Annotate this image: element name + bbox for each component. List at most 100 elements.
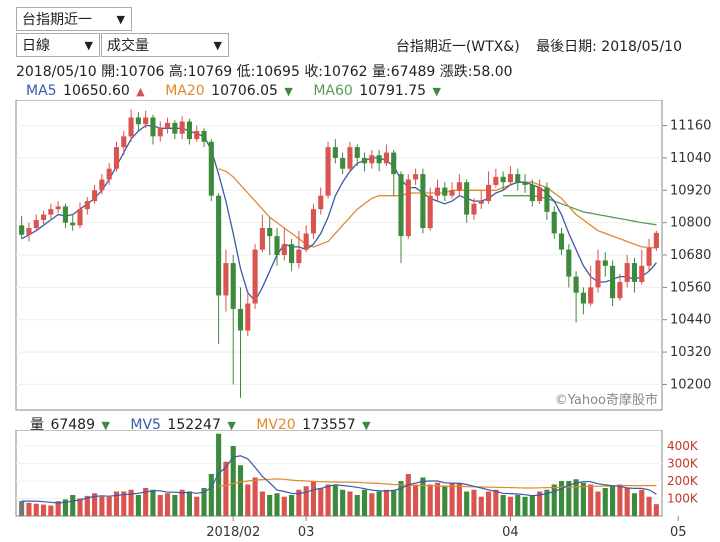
change-value: 58.00 [472,64,513,80]
contract-select[interactable]: 台指期近一 ▼ [16,7,132,31]
quote-date: 2018/05/10 [16,64,97,80]
volume-bar [558,481,565,516]
candle-body [646,247,652,266]
volume-bar [113,491,120,516]
volume-bar [157,495,163,516]
mv20-down-icon: ▼ [362,419,371,432]
volume-bar [369,493,375,516]
volume-bar [165,493,171,516]
candle-body [376,155,382,164]
indicator-select[interactable]: 成交量 ▼ [101,33,229,57]
open-label: 開: [101,64,120,80]
x-tick-label: 04 [502,525,519,540]
candle-body [179,121,185,134]
candle-body [617,281,623,299]
price-chart[interactable]: 11160 11040 10920 10800 10680 10560 10440 10320… [0,100,720,420]
volume-bar [281,496,287,516]
volume-bar [631,493,638,516]
volume-bar [128,489,134,516]
price-tick-label: 10800 [670,216,711,231]
ma5-up-icon: ▲ [136,85,145,98]
candle-body [544,187,550,212]
volume-bar [92,493,98,516]
volume-bar [172,495,178,516]
volume-bar [19,501,25,516]
volume-bar [566,481,572,516]
candle-body [208,141,214,196]
period-select[interactable]: 日線 ▼ [16,33,100,57]
volume-bar [26,502,32,516]
candle-body [150,117,156,137]
candle-body [157,128,163,137]
candle-body [639,265,645,282]
volume-bar [150,489,156,516]
price-tick-label: 10920 [670,183,711,198]
volume-bar [361,489,368,516]
quote-line: 2018/05/10 開:10706 高:10769 低:10695 收:107… [16,61,513,81]
volume-bar [602,488,608,516]
ma60-line [503,195,657,226]
candle-body [216,195,222,296]
volume-chart[interactable]: 400K 300K 200K 100K 2018/02 03 04 05 [0,430,720,540]
volume-bar [252,477,258,516]
price-tick-label: 11040 [670,151,711,166]
volume-bar [99,496,105,516]
candle-body [493,176,499,185]
volume-bar [398,481,404,516]
mv5-line [21,455,657,504]
indicator-select-value: 成交量 [107,38,149,54]
mv20-label: MV20 [256,417,296,433]
volume-bar [522,496,528,516]
price-tick-label: 10680 [670,248,711,263]
candle-body [347,147,353,169]
volume-bar [486,491,492,516]
volume-bar [610,486,616,516]
candle-body [602,260,608,266]
last-date: 2018/05/10 [601,39,682,55]
candle-body [566,249,572,277]
volume-bar [237,465,244,516]
volume-bar [296,489,302,516]
candle-body [631,263,638,282]
candle-body [398,174,404,237]
mv5-label: MV5 [130,417,161,433]
volume-bar [289,495,295,516]
candle-body [128,117,134,137]
candle-body [486,184,492,202]
candle-body [113,147,120,169]
symbol-name: 台指期近一(WTX&) [395,39,520,55]
ma60-down-icon: ▼ [432,85,442,98]
volume-bar [216,433,222,516]
candle-body [478,201,484,204]
volume-bar [391,489,397,516]
candle-body [354,147,360,158]
mv5-value: 152247 [167,417,221,433]
ma5-value: 10650.60 [63,83,130,99]
candle-body [274,236,280,255]
candle-body [237,308,244,331]
volume-bar [442,486,448,516]
candle-body [245,303,251,331]
volume-bar [340,489,346,516]
volume-legend: 量 67489 ▼ MV5 152247 ▼ MV20 173557 ▼ [30,414,373,434]
volume-bar [208,474,214,516]
candle-body [201,130,207,142]
volume-bar [267,495,273,516]
volume-bar [274,493,280,516]
volume-bar [230,446,236,516]
mv5-down-icon: ▼ [227,419,236,432]
volume-bar [62,499,68,516]
chevron-down-icon: ▼ [84,39,93,52]
vol-label: 量 [30,417,44,433]
candle-body [369,155,375,164]
volume-value: 67489 [390,64,436,80]
candle-body [558,233,565,250]
candle-body [296,249,302,264]
candle-body [77,209,83,226]
volume-bar [376,491,382,516]
volume-bar [478,496,484,516]
volume-bar [55,501,61,516]
x-tick-label: 2018/02 [206,525,260,540]
volume-bar [464,491,470,516]
volume-bar [580,482,586,516]
